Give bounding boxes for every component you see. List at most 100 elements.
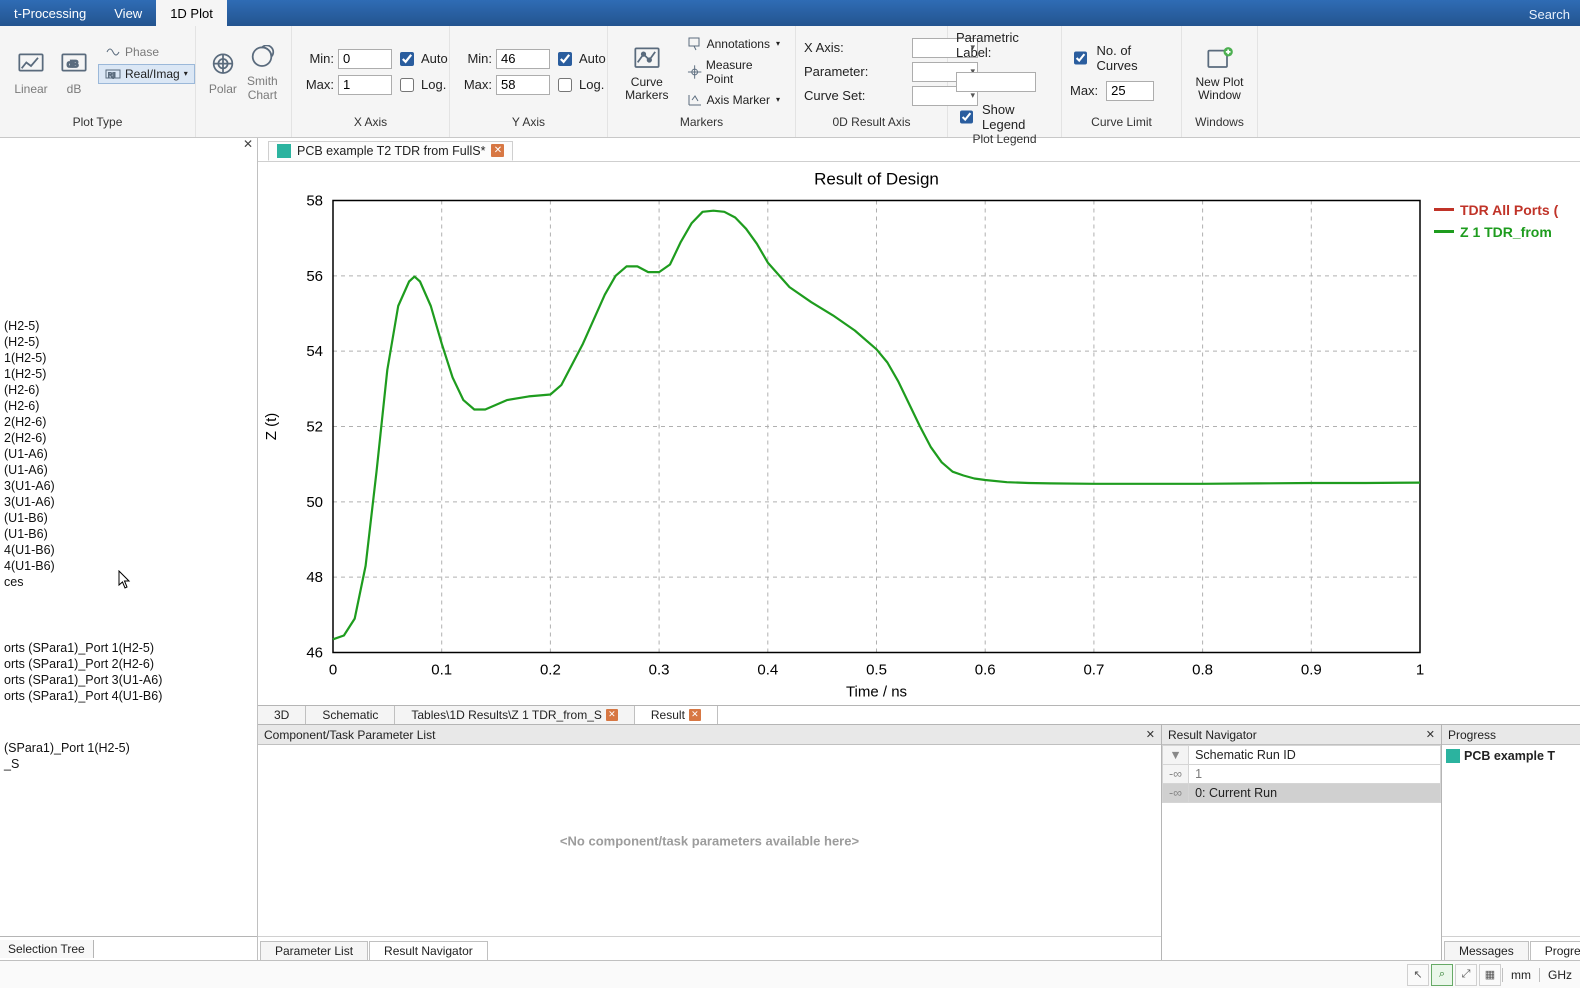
chart-area[interactable]: Result of Design00.10.20.30.40.50.60.70.…: [258, 162, 1430, 705]
svg-text:58: 58: [306, 192, 323, 209]
polar-button[interactable]: Polar: [204, 48, 242, 96]
phase-button[interactable]: Phase: [98, 42, 195, 62]
status-tool-fit-icon[interactable]: ⤢: [1455, 964, 1477, 986]
real-imag-button[interactable]: R|I Real/Imag ▾: [98, 64, 195, 84]
status-tool-grid-icon[interactable]: ▦: [1479, 964, 1501, 986]
tree-item[interactable]: 1(H2-5): [0, 366, 257, 382]
filter-icon[interactable]: ▼: [1163, 746, 1189, 765]
od-axis-group-label: 0D Result Axis: [796, 115, 947, 137]
tree-item[interactable]: 2(H2-6): [0, 414, 257, 430]
tree-body[interactable]: (H2-5)(H2-5)1(H2-5)1(H2-5)(H2-6)(H2-6)2(…: [0, 138, 257, 936]
curve-markers-button[interactable]: Curve Markers: [616, 42, 678, 101]
view-tab-result-close-icon[interactable]: ✕: [689, 709, 701, 721]
rn-row-1[interactable]: 0: Current Run: [1189, 784, 1441, 803]
tree-item[interactable]: orts (SPara1)_Port 4(U1-B6): [0, 688, 257, 704]
tree-item[interactable]: 4(U1-B6): [0, 542, 257, 558]
tree-item[interactable]: ces: [0, 574, 257, 590]
rn-col-header: Schematic Run ID: [1189, 746, 1441, 765]
tree-close-icon[interactable]: ✕: [243, 137, 253, 151]
tree-item[interactable]: (U1-A6): [0, 446, 257, 462]
tree-item[interactable]: orts (SPara1)_Port 1(H2-5): [0, 640, 257, 656]
smith-chart-button[interactable]: Smith Chart: [242, 41, 283, 101]
selection-tree-tab[interactable]: Selection Tree: [0, 940, 94, 958]
rn-row-0[interactable]: 1: [1189, 765, 1441, 784]
y-log-checkbox[interactable]: [558, 78, 572, 92]
progress-tab[interactable]: Progress: [1530, 941, 1580, 960]
svg-text:1: 1: [1416, 661, 1424, 678]
linear-button[interactable]: Linear: [8, 48, 54, 96]
new-plot-window-button[interactable]: New Plot Window: [1190, 42, 1249, 101]
param-list-tab[interactable]: Parameter List: [260, 941, 368, 960]
tree-item[interactable]: 1(H2-5): [0, 350, 257, 366]
y-max-input[interactable]: [496, 75, 550, 95]
x-log-checkbox[interactable]: [400, 78, 414, 92]
tree-item[interactable]: _S: [0, 756, 257, 772]
x-min-label: Min:: [300, 51, 334, 66]
tree-item[interactable]: orts (SPara1)_Port 3(U1-A6): [0, 672, 257, 688]
y-min-input[interactable]: [496, 49, 550, 69]
view-tab-tables-close-icon[interactable]: ✕: [606, 709, 618, 721]
y-auto-checkbox[interactable]: [558, 52, 572, 66]
status-tool-zoom-icon[interactable]: ⌕: [1431, 964, 1453, 986]
tab-view[interactable]: View: [100, 0, 156, 26]
file-tab-close-icon[interactable]: ✕: [491, 144, 504, 157]
y-axis-group-label: Y Axis: [450, 115, 607, 137]
svg-text:0.2: 0.2: [540, 661, 561, 678]
view-tab-result[interactable]: Result ✕: [635, 706, 718, 725]
search-box[interactable]: Search: [1519, 3, 1580, 26]
tree-item[interactable]: (H2-5): [0, 318, 257, 334]
view-tab-3d[interactable]: 3D: [258, 706, 306, 725]
progress-item-label: PCB example T: [1464, 749, 1555, 763]
tree-item[interactable]: 2(H2-6): [0, 430, 257, 446]
messages-tab[interactable]: Messages: [1444, 941, 1529, 960]
component-params-empty-text: <No component/task parameters available …: [560, 833, 859, 848]
status-tool-pointer-icon[interactable]: ↖: [1407, 964, 1429, 986]
measure-point-button[interactable]: Measure Point: [680, 56, 787, 88]
param-label-input[interactable]: [956, 72, 1036, 92]
no-of-curves-checkbox[interactable]: [1074, 51, 1087, 65]
tab-postprocessing[interactable]: t-Processing: [0, 0, 100, 26]
file-tab[interactable]: PCB example T2 TDR from FullS* ✕: [268, 141, 513, 161]
curve-limit-max-input[interactable]: [1106, 81, 1154, 101]
tab-1d-plot[interactable]: 1D Plot: [156, 0, 227, 26]
curve-markers-label: Curve Markers: [625, 76, 668, 101]
tree-item[interactable]: 3(U1-A6): [0, 478, 257, 494]
result-navigator-table[interactable]: ▼Schematic Run ID -∞1 -∞0: Current Run: [1162, 745, 1441, 803]
svg-text:0.8: 0.8: [1192, 661, 1213, 678]
x-max-label: Max:: [300, 77, 334, 92]
tree-item[interactable]: (H2-5): [0, 334, 257, 350]
db-button[interactable]: dB dB: [54, 48, 94, 96]
status-bar: ↖ ⌕ ⤢ ▦ mm GHz: [0, 960, 1580, 988]
markers-group-label: Markers: [608, 115, 795, 137]
legend-item[interactable]: TDR All Ports (: [1434, 202, 1576, 218]
tree-item[interactable]: 4(U1-B6): [0, 558, 257, 574]
show-legend-checkbox[interactable]: [960, 110, 973, 124]
tree-item[interactable]: (SPara1)_Port 1(H2-5): [0, 740, 257, 756]
tree-item[interactable]: (U1-B6): [0, 510, 257, 526]
annotations-label: Annotations: [707, 37, 770, 51]
axis-marker-button[interactable]: Axis Marker▾: [680, 90, 787, 110]
plot-legend: TDR All Ports ( Z 1 TDR_from: [1430, 162, 1580, 705]
axis-marker-label: Axis Marker: [707, 93, 770, 107]
component-params-close-icon[interactable]: ✕: [1146, 728, 1155, 741]
od-param-label: Parameter:: [804, 64, 906, 79]
tree-item[interactable]: 3(U1-A6): [0, 494, 257, 510]
tree-item[interactable]: (H2-6): [0, 382, 257, 398]
tree-item[interactable]: (U1-A6): [0, 462, 257, 478]
legend-swatch: [1434, 208, 1454, 211]
tree-item[interactable]: (U1-B6): [0, 526, 257, 542]
svg-text:0.3: 0.3: [649, 661, 670, 678]
result-navigator-close-icon[interactable]: ✕: [1426, 728, 1435, 741]
x-max-input[interactable]: [338, 75, 392, 95]
x-auto-checkbox[interactable]: [400, 52, 414, 66]
legend-item[interactable]: Z 1 TDR_from: [1434, 224, 1576, 240]
x-min-input[interactable]: [338, 49, 392, 69]
new-plot-window-label: New Plot Window: [1195, 76, 1243, 101]
tree-item[interactable]: (H2-6): [0, 398, 257, 414]
result-navigator-tab[interactable]: Result Navigator: [369, 941, 488, 960]
tree-item[interactable]: orts (SPara1)_Port 2(H2-6): [0, 656, 257, 672]
svg-text:0.9: 0.9: [1301, 661, 1322, 678]
view-tab-schematic[interactable]: Schematic: [306, 706, 395, 725]
view-tab-tables[interactable]: Tables\1D Results\Z 1 TDR_from_S ✕: [395, 706, 635, 725]
annotations-button[interactable]: Annotations▾: [680, 34, 787, 54]
